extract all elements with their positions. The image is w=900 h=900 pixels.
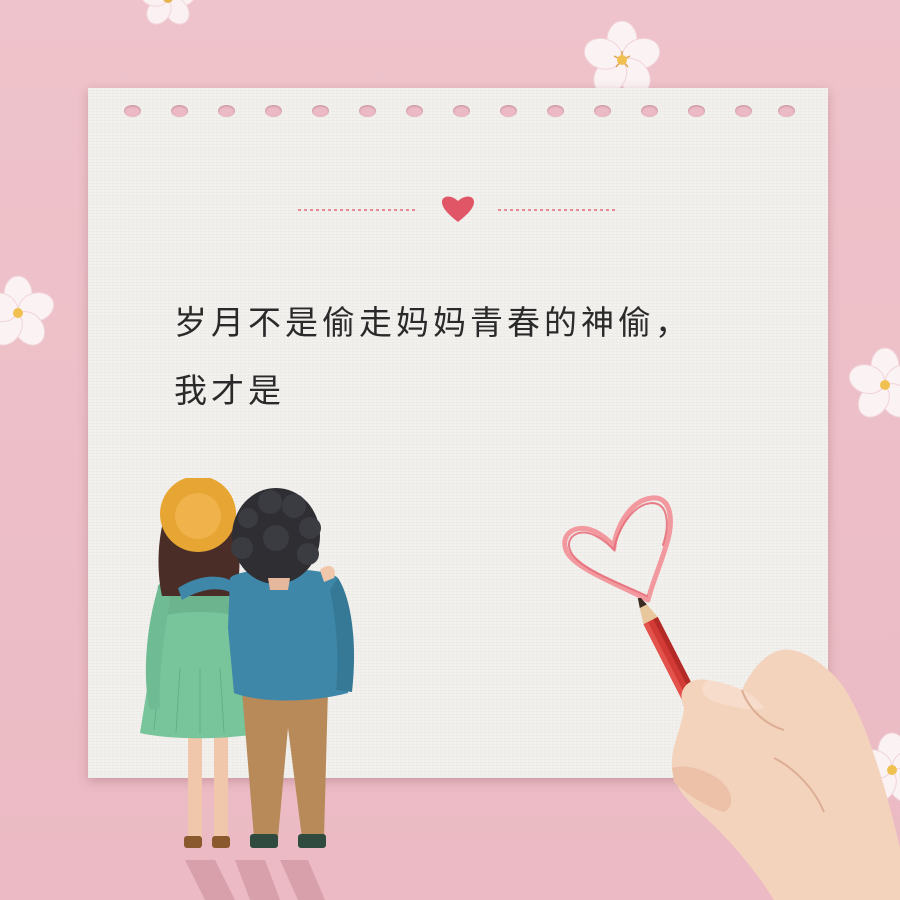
hand-with-pencil [636,598,900,900]
drawn-heart [562,495,673,603]
heart-icon [442,196,474,222]
cherry-blossom-icon [0,275,55,346]
note-text-line-2: 我才是 [174,371,285,410]
binder-holes [88,88,828,128]
cherry-blossom-icon [583,20,661,95]
mother-daughter-illustration [140,478,355,900]
heart-divider [298,196,618,222]
cherry-blossom-icon [848,347,900,418]
note-text-line-1: 岁月不是偷走妈妈青春的神偷， [174,303,692,342]
cherry-blossom-icon [139,0,197,25]
